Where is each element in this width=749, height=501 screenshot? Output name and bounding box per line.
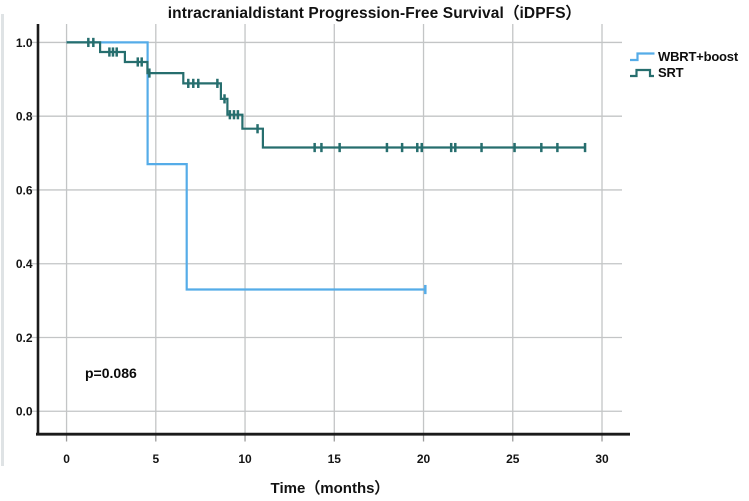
survival-curve-wbrt-boost (66, 41, 426, 291)
legend-symbol-wbrt-boost-icon (630, 52, 655, 62)
survival-curve-srt (66, 41, 586, 149)
legend-item-srt: SRT (629, 65, 749, 80)
chart-title: intracranialdistant Progression-Free Sur… (167, 5, 582, 22)
y-tick-label: 0.2 (16, 331, 33, 345)
x-tick-label: 15 (328, 452, 342, 466)
x-tick-label: 25 (506, 452, 520, 466)
legend-item-wbrt-boost: WBRT+boost (629, 49, 749, 64)
legend-symbol-srt-icon (630, 68, 654, 78)
y-tick-label: 0.0 (16, 405, 33, 419)
x-tick-label: 10 (238, 452, 252, 466)
x-tick-label: 5 (152, 452, 159, 466)
figure-edge-artifact (1, 14, 4, 466)
x-axis-title: Time（months） (270, 480, 390, 497)
y-tick-label: 0.4 (16, 257, 33, 271)
x-tick-label: 30 (595, 452, 609, 466)
legend-label-wbrt-boost: WBRT+boost (658, 49, 738, 64)
y-tick-label: 0.8 (16, 110, 33, 124)
x-tick-label: 20 (417, 452, 431, 466)
legend: WBRT+boost SRT (629, 49, 749, 81)
legend-label-srt: SRT (658, 65, 684, 80)
y-tick-label: 1.0 (16, 36, 33, 50)
y-tick-label: 0.6 (16, 183, 33, 197)
p-value-annotation: p=0.086 (85, 365, 137, 381)
x-tick-label: 0 (63, 452, 70, 466)
